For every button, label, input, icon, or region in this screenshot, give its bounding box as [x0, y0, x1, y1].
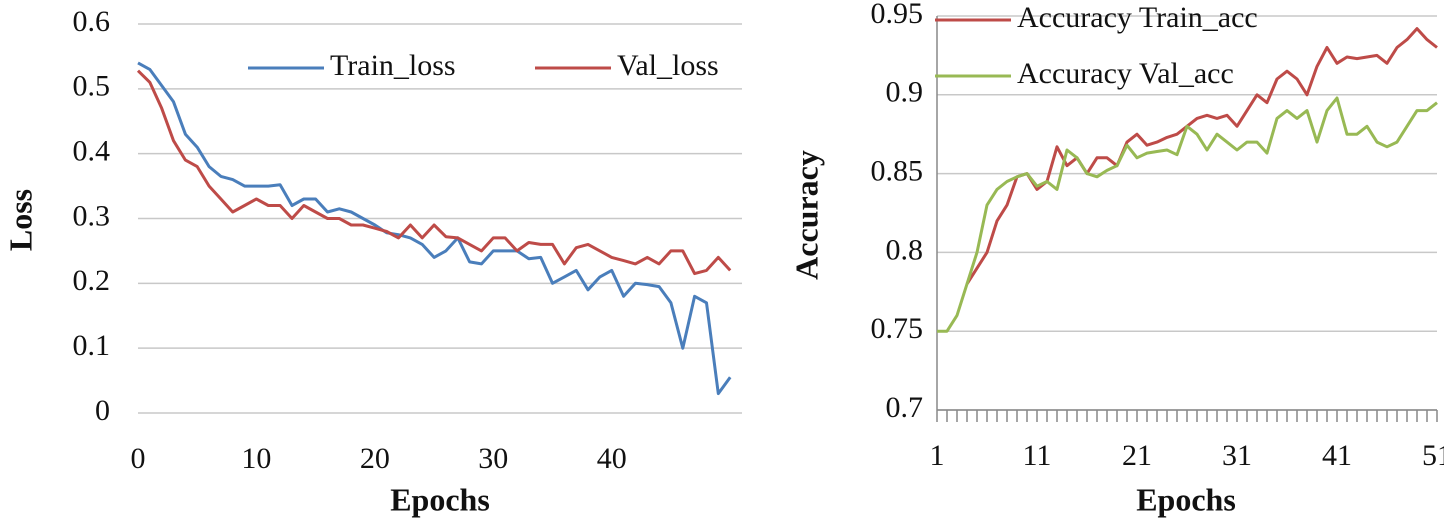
x-tick-label: 40	[597, 442, 627, 475]
y-tick-label: 0.7	[886, 391, 924, 424]
y-tick-label: 0.4	[73, 135, 111, 168]
legend-label: Accuracy Train_acc	[1017, 1, 1258, 34]
x-tick-label: 0	[131, 442, 146, 475]
y-tick-label: 0.2	[73, 264, 111, 297]
y-tick-label: 0	[95, 394, 110, 427]
y-tick-label: 0.85	[871, 154, 924, 187]
x-tick-label: 51	[1422, 439, 1444, 472]
legend-label: Train_loss	[330, 49, 456, 82]
legend-label: Val_loss	[617, 49, 719, 82]
y-tick-label: 0.95	[871, 0, 924, 30]
y-tick-label: 0.8	[886, 233, 924, 266]
legend-label: Accuracy Val_acc	[1017, 57, 1234, 90]
x-axis-title: Epochs	[390, 481, 490, 517]
series-line	[136, 69, 732, 276]
y-tick-label: 0.9	[886, 76, 924, 109]
x-tick-label: 11	[1023, 439, 1052, 472]
x-tick-label: 20	[360, 442, 390, 475]
x-tick-label: 31	[1222, 439, 1252, 472]
x-axis-title: Epochs	[1136, 481, 1236, 517]
y-tick-label: 0.3	[73, 199, 111, 232]
series-line	[137, 61, 732, 396]
y-tick-label: 0.1	[73, 329, 111, 362]
x-tick-label: 41	[1322, 439, 1352, 472]
x-tick-label: 21	[1122, 439, 1152, 472]
x-tick-label: 30	[478, 442, 508, 475]
y-tick-label: 0.75	[871, 312, 924, 345]
x-tick-label: 1	[930, 439, 945, 472]
x-tick-label: 10	[241, 442, 271, 475]
y-tick-label: 0.5	[73, 70, 111, 103]
y-axis-title: Accuracy	[788, 150, 824, 280]
series-line	[937, 96, 1438, 333]
y-tick-label: 0.6	[73, 5, 111, 38]
y-axis-title: Loss	[2, 189, 38, 251]
